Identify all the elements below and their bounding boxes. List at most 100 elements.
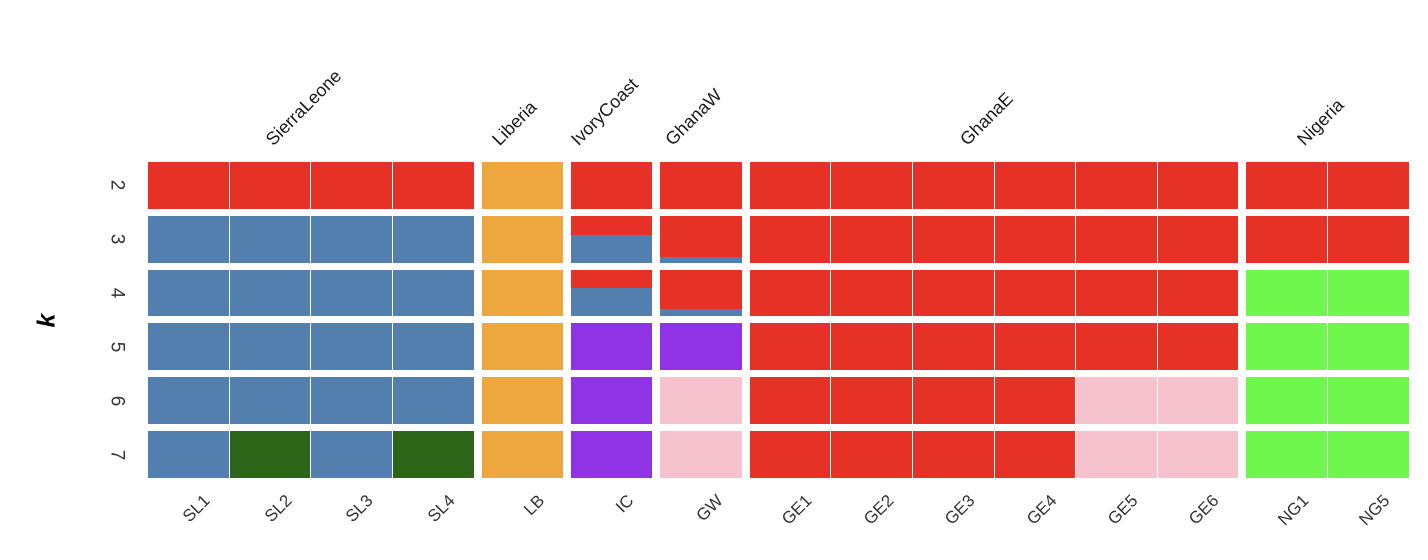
x-tick-label-lb: LB xyxy=(519,491,548,520)
cell-k2-GE3 xyxy=(912,162,995,209)
cell-segment xyxy=(831,431,912,478)
group-block-liberia xyxy=(481,215,563,263)
cell-k5-NG5 xyxy=(1328,323,1410,371)
cell-segment xyxy=(912,215,994,263)
group-block-ivorycoast xyxy=(571,162,653,209)
cell-k2-GE6 xyxy=(1157,162,1239,209)
cell-k2-SL4 xyxy=(392,162,474,209)
cell-k7-IC xyxy=(571,431,653,478)
group-block-sierraleone xyxy=(148,162,474,209)
cell-segment xyxy=(229,162,311,209)
group-block-ghanae xyxy=(749,269,1239,317)
cell-k5-SL3 xyxy=(311,323,393,371)
cell-segment xyxy=(392,323,474,371)
cell-k3-SL2 xyxy=(229,215,312,263)
cell-k5-GE4 xyxy=(994,323,1077,371)
cell-segment xyxy=(749,162,831,209)
cell-segment xyxy=(660,256,742,263)
y-tick-7: 7 xyxy=(98,431,134,478)
cell-segment xyxy=(1328,431,1410,478)
cell-k6-SL2 xyxy=(229,377,312,425)
cell-segment xyxy=(481,431,563,478)
cell-k7-GE2 xyxy=(831,431,913,478)
heatmap-row-k7 xyxy=(148,431,1410,478)
cell-k2-SL1 xyxy=(148,162,230,209)
y-axis-title-text: k xyxy=(32,313,61,327)
cell-segment xyxy=(148,431,229,478)
cell-segment xyxy=(831,377,912,425)
cell-k3-GE3 xyxy=(912,215,995,263)
group-block-nigeria xyxy=(1246,269,1410,317)
cell-segment xyxy=(994,323,1076,371)
cell-segment xyxy=(1246,215,1328,263)
cell-segment xyxy=(311,377,392,425)
y-tick-3: 3 xyxy=(98,216,134,263)
cell-segment xyxy=(1157,215,1239,263)
cell-segment xyxy=(1157,431,1239,478)
cell-k6-IC xyxy=(571,377,653,425)
group-block-ivorycoast xyxy=(571,377,653,425)
cell-segment xyxy=(1246,269,1328,317)
cell-k4-NG5 xyxy=(1328,269,1410,317)
cell-k5-IC xyxy=(571,323,653,371)
x-tick-label-sl3: SL3 xyxy=(342,491,377,526)
cell-k6-GE3 xyxy=(912,377,995,425)
cell-k2-GW xyxy=(660,162,742,209)
cell-k5-GE5 xyxy=(1076,323,1158,371)
cell-segment xyxy=(994,215,1076,263)
cell-k5-SL4 xyxy=(392,323,474,371)
cell-segment xyxy=(1328,269,1410,317)
cell-k4-SL1 xyxy=(148,269,230,317)
group-block-ghanaw xyxy=(660,323,742,371)
cell-k7-NG5 xyxy=(1328,431,1410,478)
cell-k6-GE4 xyxy=(994,377,1077,425)
cell-segment xyxy=(1157,323,1239,371)
cell-segment xyxy=(1157,162,1239,209)
cell-segment xyxy=(1246,377,1328,425)
cell-segment xyxy=(1157,269,1239,317)
cell-segment xyxy=(571,323,653,371)
cell-k4-IC xyxy=(571,269,653,317)
cell-k6-GE1 xyxy=(749,377,832,425)
cell-segment xyxy=(311,269,392,317)
cell-k3-GE2 xyxy=(831,215,913,263)
cell-segment xyxy=(1076,215,1157,263)
x-tick-label-ge1: GE1 xyxy=(778,491,816,529)
cell-segment xyxy=(311,323,392,371)
group-block-ghanae xyxy=(749,162,1239,209)
cell-k7-NG1 xyxy=(1246,431,1329,478)
cell-segment xyxy=(148,323,229,371)
cell-segment xyxy=(660,431,742,478)
y-axis-tick-labels: 2 3 4 5 6 7 xyxy=(98,162,134,478)
cell-segment xyxy=(571,234,653,263)
y-tick-label: 7 xyxy=(105,449,127,460)
cell-k5-GE3 xyxy=(912,323,995,371)
group-block-ivorycoast xyxy=(571,269,653,317)
cell-segment xyxy=(481,323,563,371)
cell-segment xyxy=(831,323,912,371)
cell-segment xyxy=(749,377,831,425)
cell-segment xyxy=(311,431,392,478)
cell-k5-SL1 xyxy=(148,323,230,371)
group-block-ghanaw xyxy=(660,431,742,478)
x-tick-label-ic: IC xyxy=(611,491,638,517)
cell-segment xyxy=(1246,431,1328,478)
y-tick-label: 3 xyxy=(105,233,127,245)
group-block-ghanae xyxy=(749,377,1239,425)
group-block-sierraleone xyxy=(148,269,474,317)
heatmap-row-k2 xyxy=(148,162,1410,209)
cell-segment xyxy=(660,323,742,371)
cell-segment xyxy=(1076,323,1157,371)
cell-k4-GW xyxy=(660,269,742,317)
group-block-liberia xyxy=(481,323,563,371)
cell-k6-SL4 xyxy=(392,377,474,425)
cell-segment xyxy=(571,215,653,235)
cell-segment xyxy=(148,162,229,209)
cell-segment xyxy=(229,215,311,263)
cell-segment xyxy=(481,162,563,209)
cell-segment xyxy=(229,323,311,371)
group-block-liberia xyxy=(481,377,563,425)
cell-k5-NG1 xyxy=(1246,323,1329,371)
cell-k6-GE2 xyxy=(831,377,913,425)
x-tick-label-ge4: GE4 xyxy=(1022,491,1061,529)
